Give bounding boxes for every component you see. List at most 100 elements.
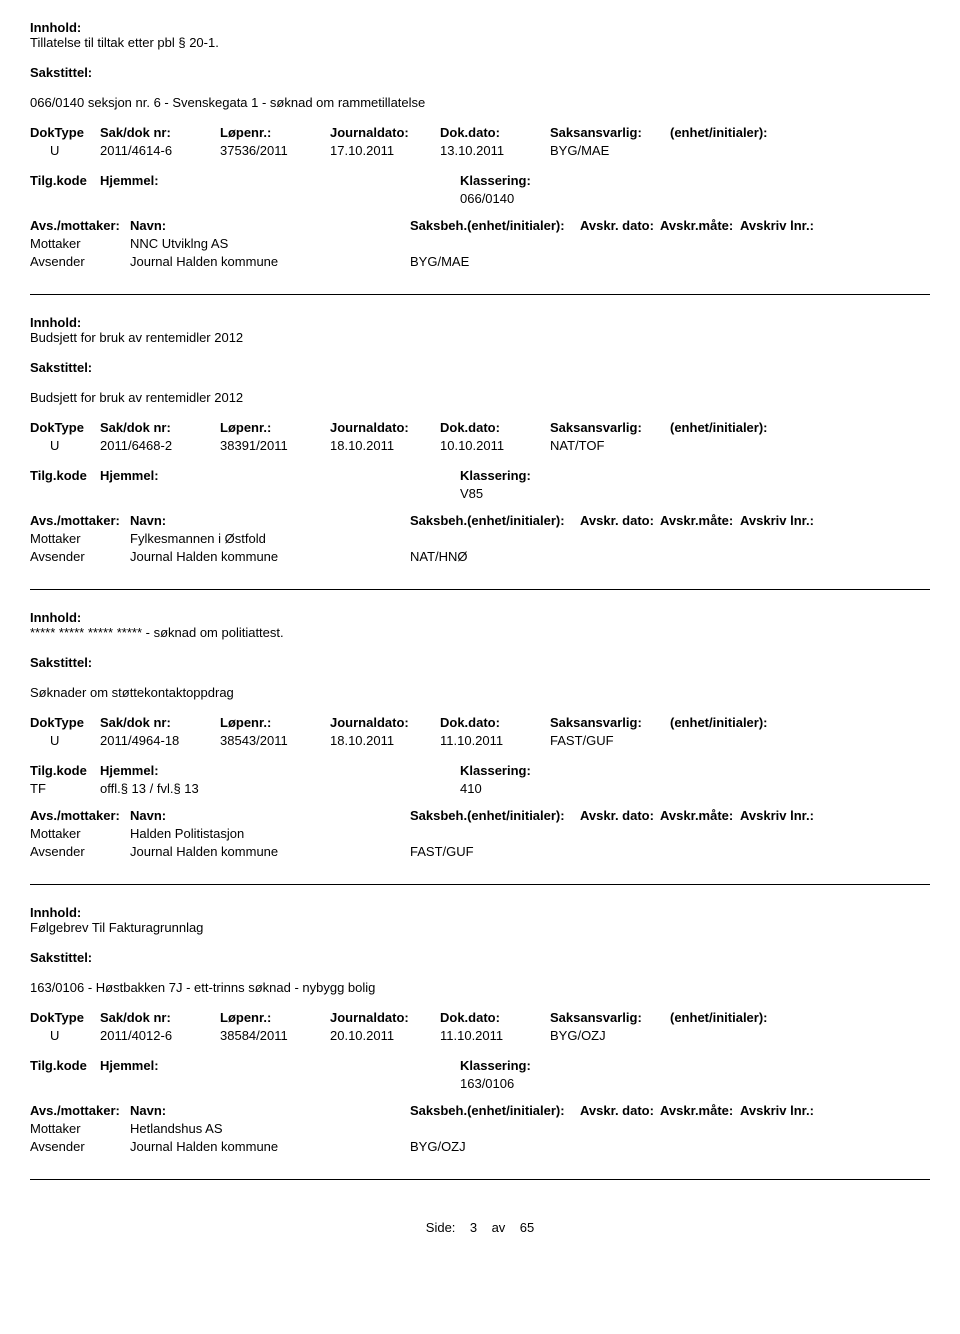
tilgkode-header: Tilg.kode [30, 1058, 100, 1073]
record: Innhold: Budsjett for bruk av rentemidle… [30, 315, 930, 590]
tilgkode-value [30, 191, 100, 206]
journaldato-value: 20.10.2011 [330, 1028, 440, 1043]
doktype-value: U [30, 733, 100, 748]
enhet-value [670, 438, 820, 453]
klassering-header: Klassering: [460, 1058, 660, 1073]
mottaker-label: Mottaker [30, 826, 130, 841]
avskrdato-header: Avskr. dato: [580, 513, 660, 528]
avsmottaker-header: Avs./mottaker: [30, 513, 130, 528]
dokdato-value: 13.10.2011 [440, 143, 550, 158]
journaldato-value: 17.10.2011 [330, 143, 440, 158]
enhet-value [670, 143, 820, 158]
avsender-name: Journal Halden kommune [130, 844, 410, 859]
sakstittel-value: Budsjett for bruk av rentemidler 2012 [30, 390, 930, 405]
avskrivlnr-header: Avskriv lnr.: [740, 1103, 820, 1118]
sakdok-value: 2011/4964-18 [100, 733, 220, 748]
avskrmate-header: Avskr.måte: [660, 808, 740, 823]
avsmottaker-header: Avs./mottaker: [30, 1103, 130, 1118]
avsender-name: Journal Halden kommune [130, 1139, 410, 1154]
journaldato-header: Journaldato: [330, 715, 440, 730]
hjemmel-header: Hjemmel: [100, 1058, 460, 1073]
mottaker-name: Fylkesmannen i Østfold [130, 531, 410, 546]
saksansvarlig-header: Saksansvarlig: [550, 715, 670, 730]
avsender-extra: FAST/GUF [410, 844, 610, 859]
sakstittel-label: Sakstittel: [30, 65, 930, 80]
navn-header: Navn: [130, 513, 170, 528]
hjemmel-header: Hjemmel: [100, 763, 460, 778]
avsender-name: Journal Halden kommune [130, 549, 410, 564]
doktype-value: U [30, 438, 100, 453]
record-divider [30, 294, 930, 295]
record-divider [30, 589, 930, 590]
avsender-name: Journal Halden kommune [130, 254, 410, 269]
doktype-header: DokType [30, 125, 100, 140]
avsmottaker-header: Avs./mottaker: [30, 218, 130, 233]
doktype-header: DokType [30, 420, 100, 435]
enhet-header: (enhet/initialer): [670, 420, 820, 435]
navn-header: Navn: [130, 218, 170, 233]
sakdok-header: Sak/dok nr: [100, 420, 220, 435]
dokdato-header: Dok.dato: [440, 420, 550, 435]
innhold-label: Innhold: [30, 315, 930, 330]
dokdato-value: 11.10.2011 [440, 733, 550, 748]
hjemmel-value [100, 191, 460, 206]
record: Innhold: Følgebrev Til Fakturagrunnlag S… [30, 905, 930, 1180]
innhold-label: Innhold: [30, 905, 930, 920]
sakdok-header: Sak/dok nr: [100, 125, 220, 140]
avskrmate-header: Avskr.måte: [660, 1103, 740, 1118]
avsender-extra: NAT/HNØ [410, 549, 610, 564]
avskrdato-header: Avskr. dato: [580, 218, 660, 233]
lopenr-header: Løpenr.: [220, 125, 330, 140]
avskrivlnr-header: Avskriv lnr.: [740, 808, 820, 823]
mottaker-label: Mottaker [30, 531, 130, 546]
journaldato-header: Journaldato: [330, 420, 440, 435]
mottaker-extra [410, 826, 610, 841]
sakstittel-value: Søknader om støttekontaktoppdrag [30, 685, 930, 700]
doktype-header: DokType [30, 1010, 100, 1025]
saksansvarlig-header: Saksansvarlig: [550, 125, 670, 140]
hjemmel-value [100, 1076, 460, 1091]
avskrdato-header: Avskr. dato: [580, 1103, 660, 1118]
lopenr-value: 38543/2011 [220, 733, 330, 748]
saksansvarlig-header: Saksansvarlig: [550, 1010, 670, 1025]
enhet-header: (enhet/initialer): [670, 715, 820, 730]
tilgkode-header: Tilg.kode [30, 173, 100, 188]
klassering-value: V85 [460, 486, 660, 501]
hjemmel-header: Hjemmel: [100, 468, 460, 483]
innhold-label: Innhold: [30, 610, 930, 625]
dokdato-value: 11.10.2011 [440, 1028, 550, 1043]
saksbeh-header: Saksbeh.(enhet/initialer): [410, 1103, 580, 1118]
mottaker-extra [410, 1121, 610, 1136]
record: Innhold: ***** ***** ***** ***** - søkna… [30, 610, 930, 885]
doktype-value: U [30, 1028, 100, 1043]
page-current: 3 [470, 1220, 477, 1235]
page-total: 65 [520, 1220, 534, 1235]
saksansvarlig-value: NAT/TOF [550, 438, 670, 453]
lopenr-header: Løpenr.: [220, 1010, 330, 1025]
avsender-extra: BYG/OZJ [410, 1139, 610, 1154]
doktype-value: U [30, 143, 100, 158]
avsender-extra: BYG/MAE [410, 254, 610, 269]
tilgkode-header: Tilg.kode [30, 763, 100, 778]
sakstittel-label: Sakstittel: [30, 360, 930, 375]
record-divider [30, 884, 930, 885]
avskrmate-header: Avskr.måte: [660, 218, 740, 233]
enhet-value [670, 1028, 820, 1043]
av-label: av [492, 1220, 506, 1235]
sakstittel-label: Sakstittel: [30, 950, 930, 965]
doktype-header: DokType [30, 715, 100, 730]
mottaker-extra [410, 531, 610, 546]
mottaker-extra [410, 236, 610, 251]
journaldato-header: Journaldato: [330, 125, 440, 140]
avsender-label: Avsender [30, 844, 130, 859]
navn-header: Navn: [130, 1103, 170, 1118]
journaldato-value: 18.10.2011 [330, 438, 440, 453]
saksbeh-header: Saksbeh.(enhet/initialer): [410, 513, 580, 528]
tilgkode-value: TF [30, 781, 100, 796]
dokdato-header: Dok.dato: [440, 715, 550, 730]
dokdato-header: Dok.dato: [440, 125, 550, 140]
saksansvarlig-value: BYG/OZJ [550, 1028, 670, 1043]
sakdok-header: Sak/dok nr: [100, 715, 220, 730]
innhold-value: ***** ***** ***** ***** - søknad om poli… [30, 625, 930, 640]
hjemmel-value: offl.§ 13 / fvl.§ 13 [100, 781, 460, 796]
